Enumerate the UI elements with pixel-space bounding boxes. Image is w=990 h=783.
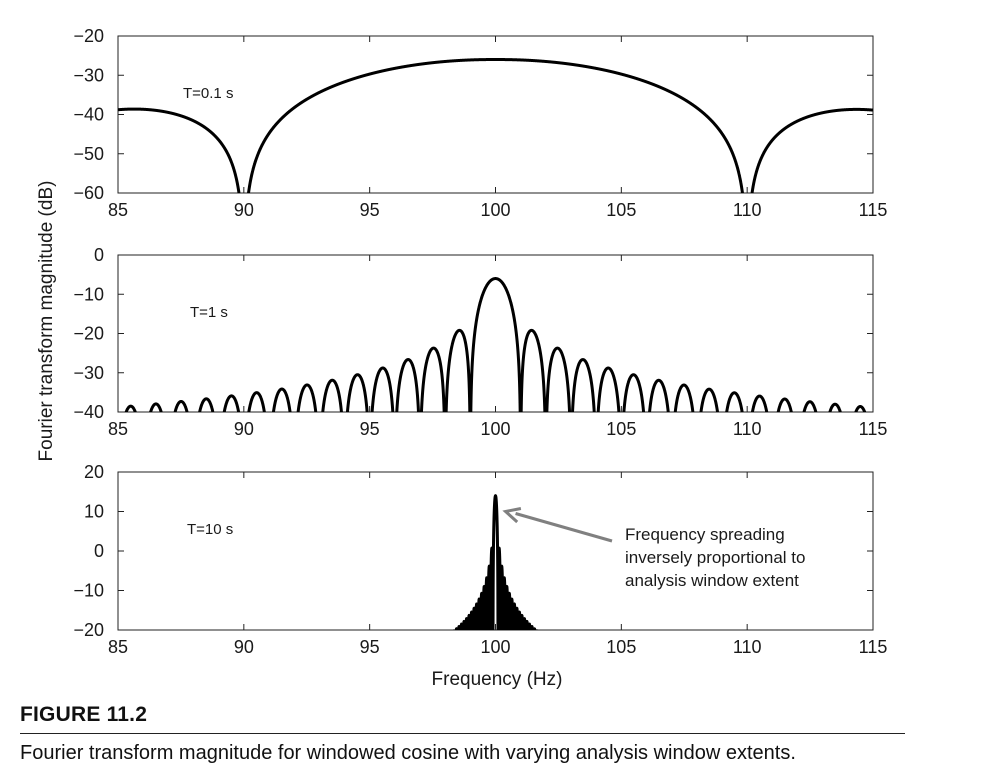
annotation-text-line: Frequency spreading: [625, 525, 785, 544]
x-tick-label: 85: [108, 637, 128, 657]
series-line: [452, 494, 539, 630]
panel-label: T=0.1 s: [183, 85, 233, 102]
series-line: [118, 58, 873, 193]
x-tick-label: 95: [360, 419, 380, 439]
x-tick-label: 115: [859, 637, 888, 657]
x-tick-label: 95: [360, 637, 380, 657]
y-tick-label: −20: [73, 620, 104, 640]
y-axis-label: Fourier transform magnitude (dB): [36, 181, 57, 462]
x-tick-label: 115: [859, 200, 888, 220]
x-tick-label: 110: [733, 200, 762, 220]
x-tick-label: 115: [859, 419, 888, 439]
panel-label: T=10 s: [187, 521, 233, 538]
figure-chart: Fourier transform magnitude (dB) Frequen…: [36, 26, 887, 690]
y-tick-label: −40: [73, 402, 104, 422]
x-tick-label: 100: [480, 419, 510, 439]
annotation-text-line: inversely proportional to: [625, 548, 805, 567]
y-tick-label: 20: [84, 462, 104, 482]
panel-label: T=1 s: [190, 304, 228, 321]
annotation: Frequency spreading inversely proportiona…: [502, 507, 805, 590]
chart-panel: 85 90 95 100 105 110 115 0 −10 −20 −30 −40 T=1 s: [73, 245, 887, 439]
x-axis-label: Frequency (Hz): [432, 669, 563, 690]
y-tick-label: 0: [94, 245, 104, 265]
y-tick-label: −30: [73, 65, 104, 85]
caption-divider: [20, 733, 905, 734]
y-tick-label: −10: [73, 581, 104, 601]
figure-number: FIGURE 11.2: [20, 703, 148, 726]
y-tick-label: −50: [73, 144, 104, 164]
annotation-text-line: analysis window extent: [625, 571, 799, 590]
figure-caption: Fourier transform magnitude for windowed…: [20, 742, 796, 764]
x-tick-label: 110: [733, 637, 762, 657]
annotation-arrow-shaft: [515, 512, 613, 543]
x-tick-label: 85: [108, 200, 128, 220]
x-tick-label: 100: [480, 200, 510, 220]
y-tick-label: 0: [94, 541, 104, 561]
x-tick-label: 90: [234, 419, 254, 439]
y-tick-label: 10: [84, 502, 104, 522]
x-tick-label: 85: [108, 419, 128, 439]
y-tick-label: −20: [73, 26, 104, 46]
x-tick-label: 100: [480, 637, 510, 657]
x-tick-label: 105: [606, 200, 636, 220]
x-tick-label: 95: [360, 200, 380, 220]
x-tick-label: 90: [234, 200, 254, 220]
x-tick-label: 105: [606, 419, 636, 439]
x-tick-label: 110: [733, 419, 762, 439]
y-tick-label: −10: [73, 284, 104, 304]
x-tick-label: 105: [606, 637, 636, 657]
x-tick-label: 90: [234, 637, 254, 657]
y-tick-label: −20: [73, 324, 104, 344]
y-tick-label: −30: [73, 363, 104, 383]
chart-panel: 85 90 95 100 105 110 115 −20 −30 −40 −50 −60 T=0.1 s: [73, 26, 887, 220]
y-tick-label: −40: [73, 105, 104, 125]
series-line: [124, 277, 867, 412]
y-tick-label: −60: [73, 183, 104, 203]
annotation-arrow-head: [502, 507, 522, 524]
chart-panels: 85 90 95 100 105 110 115−20−30−40−50−60T=0.1 s…: [73, 26, 887, 657]
